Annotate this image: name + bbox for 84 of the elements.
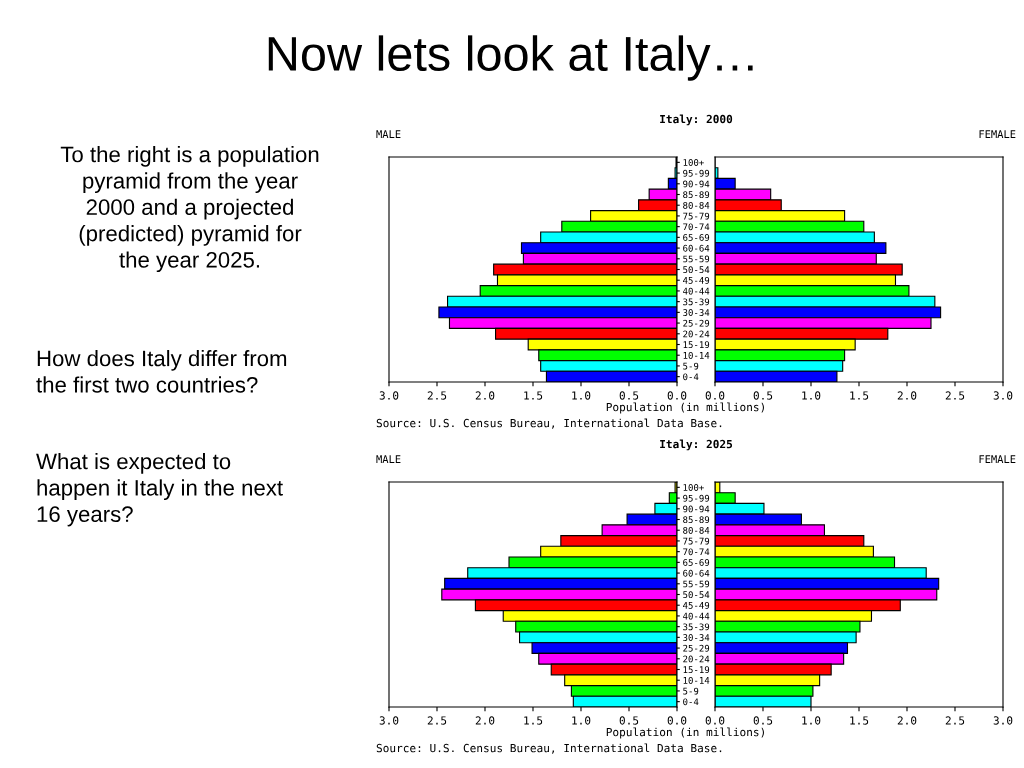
y-tick-label: 45-49: [683, 601, 710, 609]
x-tick-label: 2.5: [427, 391, 447, 400]
y-tick-label: 35-39: [683, 623, 710, 631]
y-tick-label: 65-69: [683, 559, 710, 566]
text: Now lets look at Italy…: [268, 35, 753, 81]
x-tick-label: 0.0: [705, 391, 725, 400]
y-tick-label: 60-64: [683, 569, 710, 577]
y-tick-label: 60-64: [683, 244, 710, 252]
y-tick-label: 55-59: [683, 255, 710, 263]
x-tick-label: 1.5: [850, 391, 869, 400]
x-tick-label: 0.5: [753, 716, 773, 725]
y-tick-label: 5-9: [683, 362, 699, 370]
y-tick-label: 25-29: [683, 319, 710, 327]
y-tick-label: 10-14: [683, 351, 710, 359]
y-tick-label: 65-69: [683, 234, 710, 241]
x-tick-label: 1.5: [850, 716, 869, 725]
y-tick-label: 100+: [683, 159, 704, 166]
x-tick-label: 0.5: [619, 391, 639, 400]
x-tick-label: 0.5: [753, 391, 773, 400]
y-tick-label: 50-54: [683, 591, 710, 599]
y-tick-label: 70-74: [683, 548, 710, 556]
y-tick-label: 5-9: [683, 687, 699, 695]
text: How does Italy differ from the first two countries?: [36, 350, 287, 393]
x-tick-label: 0.0: [705, 716, 725, 725]
y-tick-label: 85-89: [683, 191, 710, 199]
x-tick-label: 1.0: [572, 391, 591, 400]
chart-subtitle: MALE: [376, 130, 401, 138]
y-tick-label: 0-4: [683, 373, 699, 381]
y-tick-label: 100+: [683, 484, 704, 491]
x-tick-label: 1.0: [802, 391, 821, 400]
x-tick-label: 3.0: [379, 391, 399, 400]
x-tick-label: 0.5: [619, 716, 639, 725]
text: What is expected to happen it Italy in the next 16 years?: [36, 453, 283, 527]
y-tick-label: 80-84: [683, 201, 710, 209]
x-tick-label: 2.0: [897, 391, 917, 400]
chart-title: Italy: 2025: [660, 439, 733, 451]
y-tick-label: 75-79: [683, 212, 710, 220]
y-tick-label: 55-59: [683, 580, 710, 588]
y-tick-label: 25-29: [683, 644, 710, 652]
x-tick-label: 3.0: [379, 716, 399, 725]
y-tick-label: 35-39: [683, 298, 710, 306]
source-note: Source: U.S. Census Bureau, International Data Base.: [376, 418, 722, 429]
y-tick-label: 80-84: [683, 526, 710, 534]
y-tick-label: 85-89: [683, 516, 710, 524]
y-tick-label: 40-44: [683, 287, 710, 295]
x-tick-label: 0.0: [667, 391, 687, 400]
x-tick-label: 2.0: [897, 716, 917, 725]
x-tick-label: 1.0: [802, 716, 821, 725]
y-tick-label: 30-34: [683, 634, 710, 641]
text: To the right is a population pyramid from the year 2000 and a projected (predicted) pyramid for the year 2025.: [60, 146, 319, 273]
x-tick-label: 2.5: [427, 716, 447, 725]
y-tick-label: 30-34: [683, 309, 710, 316]
y-tick-label: 95-99: [683, 494, 710, 502]
x-tick-label: 3.0: [993, 716, 1013, 725]
y-tick-label: 15-19: [683, 341, 710, 349]
y-tick-label: 20-24: [683, 655, 710, 663]
y-tick-label: 45-49: [683, 276, 710, 284]
source-note: Source: U.S. Census Bureau, International Data Base.: [376, 743, 722, 754]
y-tick-label: 0-4: [683, 698, 699, 706]
y-tick-label: 15-19: [683, 666, 710, 674]
chart-title: Italy: 2000: [660, 114, 733, 126]
y-tick-label: 90-94: [683, 505, 710, 513]
chart-subtitle: FEMALE: [979, 455, 1016, 463]
y-tick-label: 75-79: [683, 537, 710, 545]
x-tick-label: 2.0: [475, 716, 495, 725]
y-tick-label: 70-74: [683, 223, 710, 231]
x-tick-label: 3.0: [993, 391, 1013, 400]
x-axis-title: Population (in millions): [606, 402, 764, 414]
x-tick-label: 2.5: [945, 716, 965, 725]
x-tick-label: 0.0: [667, 716, 687, 725]
y-tick-label: 90-94: [683, 180, 710, 188]
chart-subtitle: MALE: [376, 455, 401, 463]
y-tick-label: 40-44: [683, 612, 710, 620]
x-tick-label: 1.5: [524, 716, 543, 725]
y-tick-label: 20-24: [683, 330, 710, 338]
y-tick-label: 50-54: [683, 266, 710, 274]
y-tick-label: 10-14: [683, 676, 710, 684]
x-tick-label: 1.0: [572, 716, 591, 725]
x-tick-label: 2.0: [475, 391, 495, 400]
chart-subtitle: FEMALE: [979, 130, 1016, 138]
y-tick-label: 95-99: [683, 169, 710, 177]
x-tick-label: 2.5: [945, 391, 965, 400]
x-axis-title: Population (in millions): [606, 727, 764, 739]
x-tick-label: 1.5: [524, 391, 543, 400]
